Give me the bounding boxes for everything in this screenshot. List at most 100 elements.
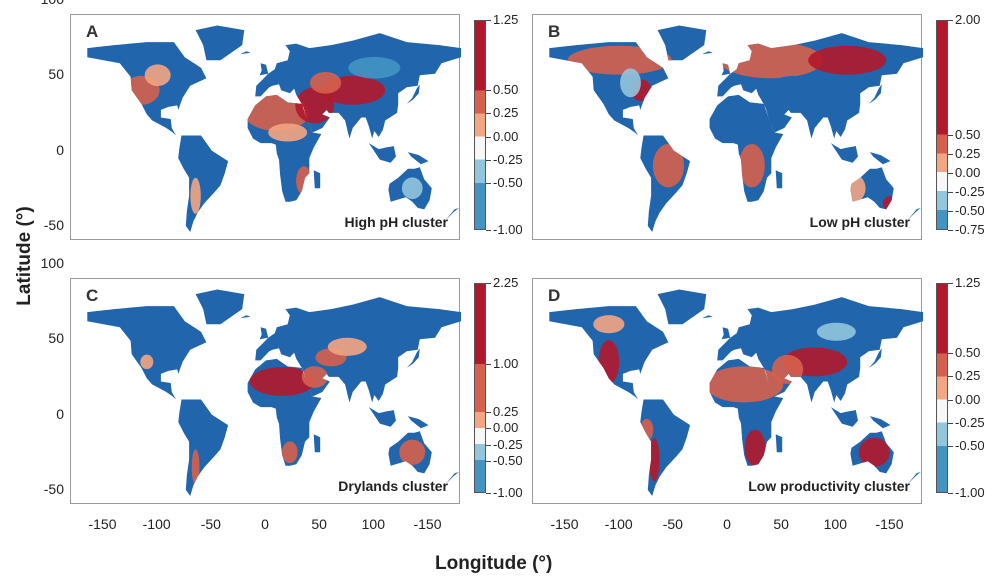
map-frame-c bbox=[70, 278, 461, 504]
colorbar-label: -0.25 bbox=[955, 183, 985, 199]
colorbar-tick bbox=[486, 113, 491, 115]
colorbar-tick bbox=[486, 428, 491, 430]
colorbar-label: 1.25 bbox=[955, 275, 981, 290]
colorbar-tick bbox=[948, 172, 953, 174]
land-mass bbox=[195, 289, 245, 325]
map-c bbox=[87, 289, 461, 496]
colorbar-tick bbox=[948, 20, 953, 21]
map-frame-d bbox=[532, 278, 923, 504]
cluster-label: Low pH cluster bbox=[809, 214, 910, 230]
value-region bbox=[249, 366, 315, 396]
x-tick-label: 0 bbox=[723, 516, 731, 532]
colorbar-label: 0.25 bbox=[955, 368, 981, 384]
land-mass bbox=[240, 315, 251, 319]
x-tick-label: -100 bbox=[604, 516, 633, 532]
colorbar-label: -0.50 bbox=[955, 202, 985, 218]
colorbar-tick bbox=[948, 210, 953, 212]
value-region bbox=[649, 438, 660, 482]
land-mass bbox=[313, 170, 321, 189]
colorbar-label: -1.00 bbox=[955, 485, 985, 500]
value-region bbox=[327, 337, 367, 356]
value-region bbox=[301, 366, 328, 388]
colorbar-label: 0.00 bbox=[493, 128, 519, 144]
colorbar-tick bbox=[948, 423, 953, 424]
x-tick-label: -150 bbox=[550, 516, 579, 532]
colorbar-tick bbox=[486, 136, 491, 138]
panel-letter: C bbox=[86, 286, 99, 305]
value-region bbox=[268, 123, 308, 142]
land-mass bbox=[407, 152, 429, 165]
value-region bbox=[399, 439, 426, 465]
x-tick-label: 50 bbox=[311, 516, 327, 532]
y-tick-label: 50 bbox=[48, 330, 64, 347]
value-region bbox=[816, 322, 856, 341]
colorbar-tick bbox=[948, 153, 953, 155]
value-region bbox=[652, 143, 685, 188]
x-tick-label: -150 bbox=[88, 516, 117, 532]
colorbar-tick bbox=[948, 376, 953, 378]
land-mass bbox=[830, 143, 858, 163]
value-region bbox=[640, 418, 654, 441]
value-region bbox=[191, 449, 200, 486]
value-region bbox=[140, 354, 154, 370]
land-mass bbox=[406, 348, 420, 368]
colorbar-label: 0.25 bbox=[493, 404, 519, 420]
y-tick-label: 100 bbox=[41, 0, 64, 7]
map-frame-a bbox=[70, 14, 461, 240]
colorbar-label: 0.50 bbox=[955, 126, 981, 142]
x-tick-label: 100 bbox=[361, 516, 385, 532]
colorbar-tick bbox=[948, 399, 953, 401]
colorbar-label: -0.25 bbox=[493, 152, 523, 167]
land-mass bbox=[313, 434, 321, 453]
y-tick-label: -50 bbox=[43, 216, 64, 233]
colorbar-label: -0.50 bbox=[955, 438, 985, 454]
value-region bbox=[169, 132, 201, 169]
land-mass bbox=[775, 170, 783, 189]
land-mass bbox=[657, 289, 707, 325]
colorbar-label: 1.00 bbox=[493, 355, 519, 371]
value-region bbox=[858, 437, 890, 467]
x-tick-label: 50 bbox=[773, 516, 789, 532]
colorbar-label: -0.50 bbox=[493, 452, 523, 468]
x-tick-label: -50 bbox=[200, 516, 221, 532]
colorbar-tick bbox=[486, 460, 491, 462]
land-mass bbox=[775, 434, 783, 453]
colorbar-tick bbox=[948, 446, 953, 448]
colorbar-label: -0.50 bbox=[493, 175, 523, 191]
y-tick-label: 0 bbox=[56, 405, 64, 422]
colorbar-label: 2.25 bbox=[493, 275, 519, 290]
land-mass bbox=[87, 306, 207, 403]
map-a bbox=[87, 25, 461, 232]
cluster-label: Low productivity cluster bbox=[748, 478, 910, 494]
value-region bbox=[282, 441, 298, 464]
value-region bbox=[244, 94, 310, 132]
land-mass bbox=[178, 399, 229, 496]
y-tick-label: 0 bbox=[56, 141, 64, 158]
colorbar-tick bbox=[948, 191, 953, 193]
colorbar-label: -1.00 bbox=[493, 485, 523, 500]
value-region bbox=[771, 354, 804, 384]
colorbar-tick bbox=[948, 353, 953, 354]
value-region bbox=[567, 45, 672, 75]
colorbar-tick bbox=[486, 493, 491, 494]
land-mass bbox=[721, 327, 731, 340]
colorbar-label: -0.25 bbox=[955, 415, 985, 430]
colorbar-label: 0.00 bbox=[955, 391, 981, 407]
value-region bbox=[882, 196, 899, 211]
colorbar-label: 0.50 bbox=[955, 345, 981, 360]
land-mass bbox=[195, 25, 245, 61]
colorbar-tick bbox=[948, 230, 953, 231]
value-region bbox=[767, 75, 819, 105]
value-region bbox=[401, 177, 423, 200]
land-mass bbox=[259, 63, 269, 76]
colorbar-tick bbox=[948, 493, 953, 494]
land-mass bbox=[657, 25, 707, 61]
land-mass bbox=[868, 348, 882, 368]
y-axis-title: Latitude (°) bbox=[14, 206, 35, 306]
colorbar-tick bbox=[486, 160, 491, 161]
y-tick-label: 100 bbox=[40, 254, 64, 271]
value-region bbox=[190, 177, 201, 214]
cluster-label: High pH cluster bbox=[344, 214, 448, 230]
land-mass bbox=[407, 416, 429, 429]
